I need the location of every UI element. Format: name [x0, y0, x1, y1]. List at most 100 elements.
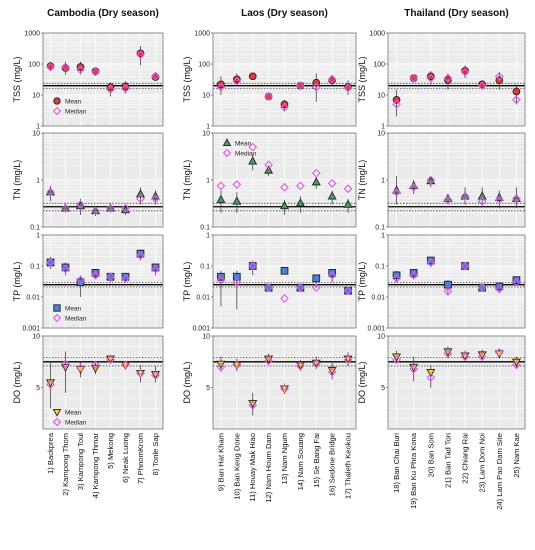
panel-frame [387, 335, 526, 430]
mean-marker [512, 276, 521, 284]
median-marker [280, 294, 289, 303]
median-marker [61, 359, 70, 369]
y-axis-label: TSS (mg/L) [12, 56, 22, 102]
panel-tss-1: 1 10 100 1000 TSS (mg/L) Mean Median [12, 30, 164, 130]
legend-mean-label: Mean [65, 306, 82, 313]
data-point-2 [232, 73, 242, 86]
data-point-2 [61, 61, 70, 75]
median-marker [343, 184, 353, 194]
y-tick-label: 1 [36, 232, 40, 239]
median-marker [121, 84, 130, 94]
median-marker [46, 62, 55, 72]
legend: Mean Median [52, 304, 87, 323]
mean-marker [444, 76, 452, 85]
data-point-3 [426, 364, 436, 388]
data-point-5 [460, 187, 470, 205]
panel-background [43, 33, 163, 126]
legend-median-label: Median [235, 151, 257, 158]
median-marker [512, 95, 521, 105]
data-point-5 [279, 182, 290, 216]
legend-mean-label: Mean [235, 141, 252, 148]
median-marker [494, 284, 504, 294]
legend-median-label: Median [65, 420, 87, 427]
median-marker [443, 73, 453, 83]
y-tick-label: 0.001 [367, 325, 385, 332]
data-point-8 [327, 74, 337, 86]
data-point-3 [426, 70, 436, 86]
median-marker [151, 370, 160, 380]
median-marker [232, 360, 242, 370]
y-axis-label: TP (mg/L) [12, 262, 22, 302]
data-point-7 [136, 46, 145, 66]
data-point-2 [61, 262, 70, 276]
y-tick-label: 0.001 [22, 325, 40, 332]
y-tick-label: 100 [198, 61, 210, 68]
data-point-5 [279, 383, 290, 394]
y-tick-label: 10 [377, 92, 385, 99]
data-point-6 [477, 283, 487, 293]
data-point-1 [216, 270, 226, 307]
legend: Mean Median [52, 97, 87, 116]
y-tick-label: 1 [381, 177, 385, 184]
legend: Mean Median [222, 138, 257, 158]
median-marker [311, 359, 321, 369]
data-point-5 [106, 82, 115, 97]
median-marker [106, 355, 115, 365]
category-label: 19) Ban Ku Phra Kona [409, 432, 418, 509]
data-point-8 [511, 187, 521, 209]
y-tick-label: 1 [381, 232, 385, 239]
data-point-3 [248, 260, 258, 276]
data-point-7 [494, 190, 504, 209]
median-marker [443, 287, 453, 296]
data-point-5 [280, 266, 289, 303]
data-point-1 [392, 89, 401, 117]
mean-marker [76, 63, 85, 71]
y-tick-label: 0.01 [371, 294, 385, 301]
mean-marker [328, 269, 337, 277]
y-axis-label: TSS (mg/L) [357, 56, 367, 102]
mean-marker [121, 82, 130, 91]
data-point-7 [136, 249, 145, 261]
mean-marker [477, 191, 487, 200]
median-marker [248, 400, 258, 410]
mean-marker [296, 81, 305, 90]
panel-tp-2: 0.001 0.01 0.1 1 TP (mg/L) [182, 232, 357, 332]
y-axis-label: TN (mg/L) [357, 160, 367, 201]
median-marker [216, 362, 226, 372]
y-tick-label: 1 [206, 232, 210, 239]
median-marker [121, 360, 130, 370]
data-point-8 [151, 71, 160, 82]
median-marker [460, 191, 470, 201]
mean-marker [279, 200, 290, 210]
mean-marker [312, 78, 321, 87]
data-point-9 [343, 184, 353, 213]
mean-marker [344, 286, 352, 295]
median-marker [106, 203, 115, 213]
mean-marker [248, 156, 258, 165]
mean-marker [264, 165, 274, 174]
median-marker [121, 203, 130, 213]
median-marker [311, 283, 321, 293]
median-marker [477, 81, 487, 91]
mean-marker [264, 92, 273, 101]
median-marker [296, 361, 305, 371]
mean-marker [232, 75, 241, 84]
category-label: 22) Chiang Rai [461, 433, 470, 484]
panel-background [43, 235, 163, 328]
category-label: 12) Nam Houm Dam [264, 433, 273, 503]
data-point-8 [327, 269, 337, 283]
data-point-4 [264, 160, 274, 177]
median-marker [76, 275, 85, 285]
legend-median-marker [222, 148, 232, 158]
median-marker [392, 99, 401, 109]
median-marker [296, 181, 305, 191]
y-tick-label: 0.1 [30, 263, 40, 270]
data-point-5 [106, 272, 115, 283]
median-marker [264, 92, 273, 101]
median-marker [151, 194, 160, 204]
data-point-1 [216, 356, 226, 373]
data-point-1 [216, 76, 226, 95]
mean-marker [296, 283, 305, 292]
panel-frame [387, 234, 526, 329]
median-marker [106, 272, 115, 282]
